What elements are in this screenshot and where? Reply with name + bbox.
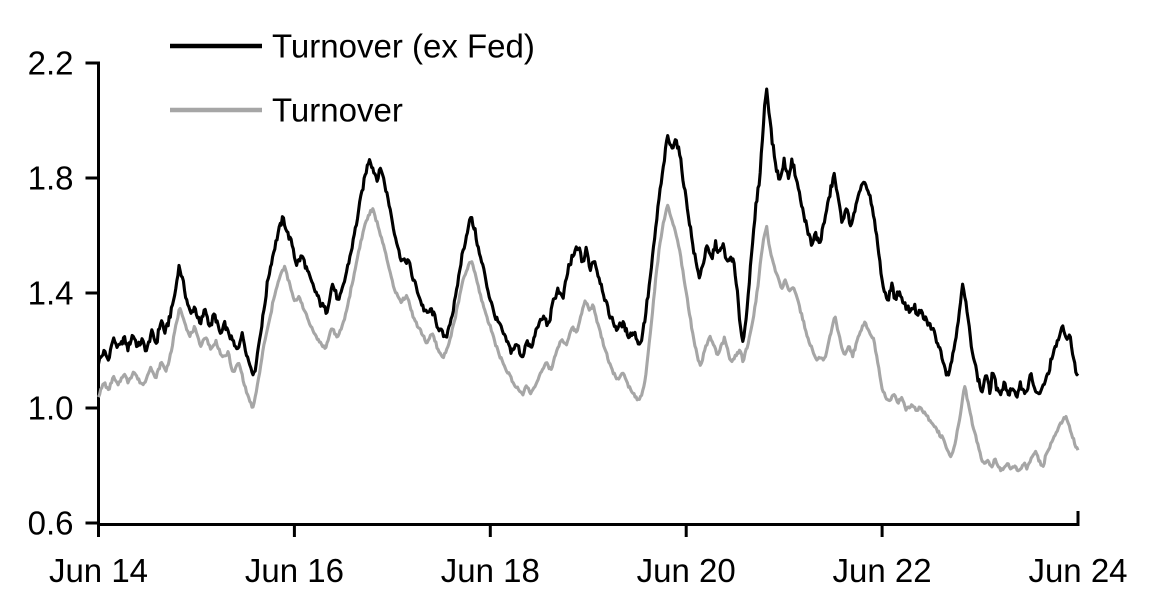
series-line-turnover-ex-fed [96,87,1080,399]
x-tick-label: Jun 22 [833,552,932,589]
legend-label-turnover-ex-fed: Turnover (ex Fed) [272,28,535,65]
series-line-turnover [97,203,1080,473]
y-tick-label: 1.4 [28,275,74,312]
y-tick-label: 2.2 [28,45,74,82]
y-tick-label: 1.0 [28,390,74,427]
legend: Turnover (ex Fed) Turnover [170,28,535,129]
y-tick-label: 0.6 [28,505,74,542]
x-tick-label: Jun 16 [245,552,344,589]
axis-tick-labels: 2.2 1.8 1.4 1.0 0.6 Jun 14 Jun 16 Jun 18 Jun 20 J… [28,45,1128,590]
x-tick-label: Jun 24 [1028,552,1127,589]
y-tick-label: 1.8 [28,160,74,197]
x-tick-label: Jun 20 [637,552,736,589]
axes [85,61,1080,537]
series-lines [96,87,1080,473]
x-tick-label: Jun 18 [441,552,540,589]
x-tick-label: Jun 14 [49,552,148,589]
legend-label-turnover: Turnover [272,92,403,129]
